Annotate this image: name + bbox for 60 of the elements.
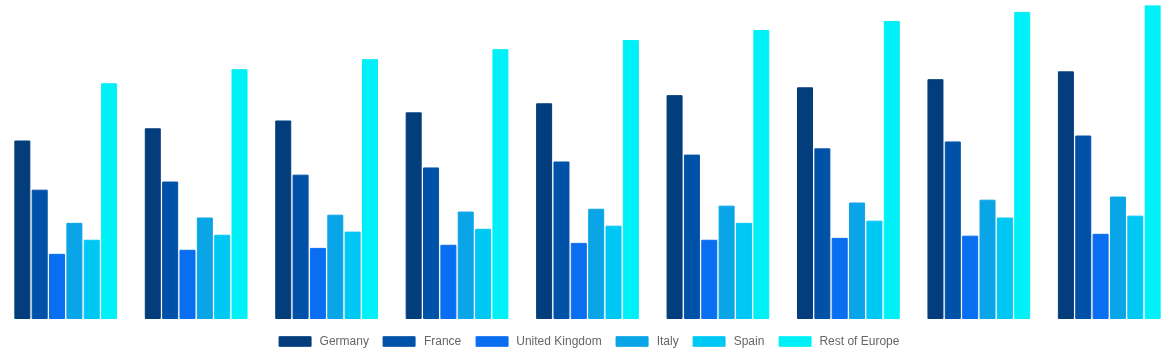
bar bbox=[423, 167, 440, 319]
bar bbox=[588, 208, 605, 319]
bar bbox=[622, 40, 639, 319]
bar bbox=[275, 120, 292, 319]
legend-label: Rest of Europe bbox=[819, 334, 900, 348]
bar bbox=[440, 244, 457, 319]
bar bbox=[753, 30, 770, 319]
bar bbox=[979, 199, 996, 319]
bar bbox=[101, 83, 118, 319]
bar bbox=[327, 214, 344, 319]
bar bbox=[718, 205, 735, 319]
bar bbox=[309, 247, 326, 319]
bar bbox=[214, 234, 231, 319]
bar bbox=[1092, 233, 1109, 319]
bar bbox=[1057, 71, 1074, 319]
bar bbox=[231, 69, 248, 319]
bar bbox=[962, 235, 979, 319]
bar bbox=[735, 222, 752, 319]
bar bbox=[292, 174, 309, 319]
bar bbox=[49, 253, 66, 319]
bar bbox=[944, 141, 961, 319]
legend-label: Spain bbox=[733, 334, 765, 348]
bar bbox=[1127, 215, 1144, 319]
bar bbox=[457, 211, 474, 319]
legend-label: United Kingdom bbox=[516, 334, 602, 348]
bar bbox=[814, 148, 831, 319]
bar bbox=[1144, 5, 1161, 319]
bar bbox=[31, 189, 48, 319]
bar bbox=[144, 128, 161, 319]
bar bbox=[553, 161, 570, 319]
bar bbox=[83, 239, 100, 319]
bar bbox=[849, 202, 866, 319]
bar bbox=[996, 217, 1013, 319]
bar bbox=[831, 237, 848, 319]
bar bbox=[605, 225, 622, 319]
bar bbox=[701, 239, 718, 319]
bar bbox=[1075, 135, 1092, 319]
bar bbox=[179, 249, 196, 319]
bar bbox=[883, 20, 900, 319]
bar bbox=[475, 228, 492, 319]
legend-label: Germany bbox=[319, 334, 369, 348]
bar bbox=[66, 222, 83, 319]
bar bbox=[666, 95, 683, 319]
bar bbox=[405, 112, 422, 319]
bar bbox=[683, 154, 700, 319]
bar bbox=[492, 49, 509, 319]
bar bbox=[536, 103, 553, 319]
bar bbox=[1014, 11, 1031, 319]
bar bbox=[344, 231, 361, 319]
bar bbox=[14, 140, 31, 319]
bar bbox=[570, 242, 587, 319]
legend-label: Italy bbox=[656, 334, 679, 348]
bar bbox=[361, 59, 378, 319]
bar bbox=[162, 181, 179, 319]
bar bbox=[927, 79, 944, 319]
legend-label: France bbox=[423, 334, 462, 348]
bar bbox=[1109, 196, 1126, 319]
bar bbox=[797, 87, 814, 319]
bar bbox=[196, 217, 213, 319]
bar bbox=[866, 220, 883, 319]
